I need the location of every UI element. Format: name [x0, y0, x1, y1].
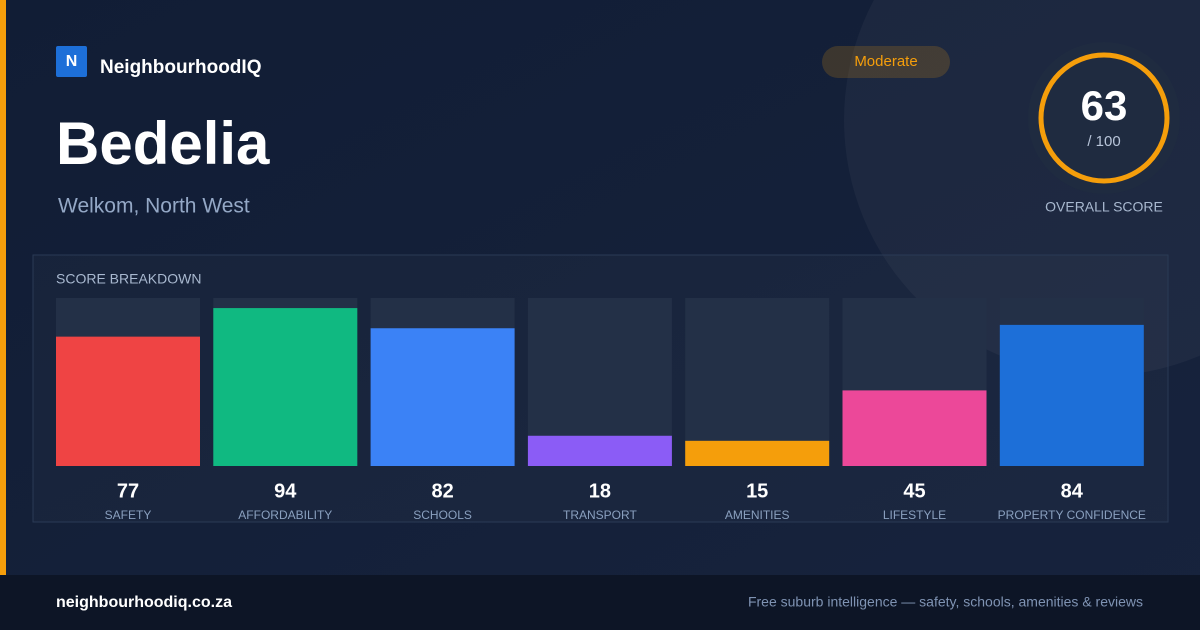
- category-label: SAFETY: [105, 508, 152, 522]
- chart-title: SCORE BREAKDOWN: [56, 271, 201, 287]
- logo: N: [66, 53, 78, 70]
- category-label: TRANSPORT: [563, 508, 637, 522]
- category-label: AFFORDABILITY: [238, 508, 332, 522]
- category-label: SCHOOLS: [413, 508, 472, 522]
- score-max: / 100: [1087, 133, 1120, 150]
- footer-bar: [0, 575, 1200, 630]
- footer-tagline: Free suburb intelligence — safety, schoo…: [748, 594, 1143, 610]
- value-label: 45: [903, 480, 925, 502]
- score-ring-bg: [1028, 42, 1180, 194]
- score-value: 63: [1081, 82, 1128, 129]
- bar-track: [685, 298, 830, 466]
- bar: [370, 328, 515, 466]
- brand: NeighbourhoodIQ: [100, 57, 261, 78]
- value-label: 84: [1061, 480, 1084, 502]
- footer-url: neighbourhoodiq.co.za: [56, 594, 232, 611]
- accent-stripe: [0, 0, 6, 575]
- badge: Moderate: [854, 53, 917, 70]
- value-label: 94: [274, 480, 297, 502]
- bars: 77 SAFETY 94 AFFORDABILITY 82 SCHOOLS 18 TRANSP…: [56, 298, 1146, 522]
- score-caption: OVERALL SCORE: [1045, 199, 1163, 215]
- category-label: PROPERTY CONFIDENCE: [998, 508, 1146, 522]
- bar: [999, 324, 1144, 466]
- value-label: 15: [746, 480, 768, 502]
- breakdown-panel: [32, 254, 1169, 523]
- value-label: 82: [431, 480, 453, 502]
- logo-box: [56, 46, 87, 77]
- value-label: 77: [117, 480, 139, 502]
- bar: [527, 435, 672, 466]
- location: Welkom, North West: [58, 195, 250, 218]
- score-ring: [1038, 52, 1170, 184]
- category-label: LIFESTYLE: [883, 508, 946, 522]
- bar: [685, 440, 830, 466]
- badge-pill: [822, 46, 950, 78]
- value-label: 18: [589, 480, 611, 502]
- bar: [56, 336, 200, 466]
- bar: [842, 390, 987, 466]
- category-label: AMENITIES: [725, 508, 790, 522]
- bar: [213, 308, 358, 466]
- suburb-name: Bedelia: [56, 110, 270, 177]
